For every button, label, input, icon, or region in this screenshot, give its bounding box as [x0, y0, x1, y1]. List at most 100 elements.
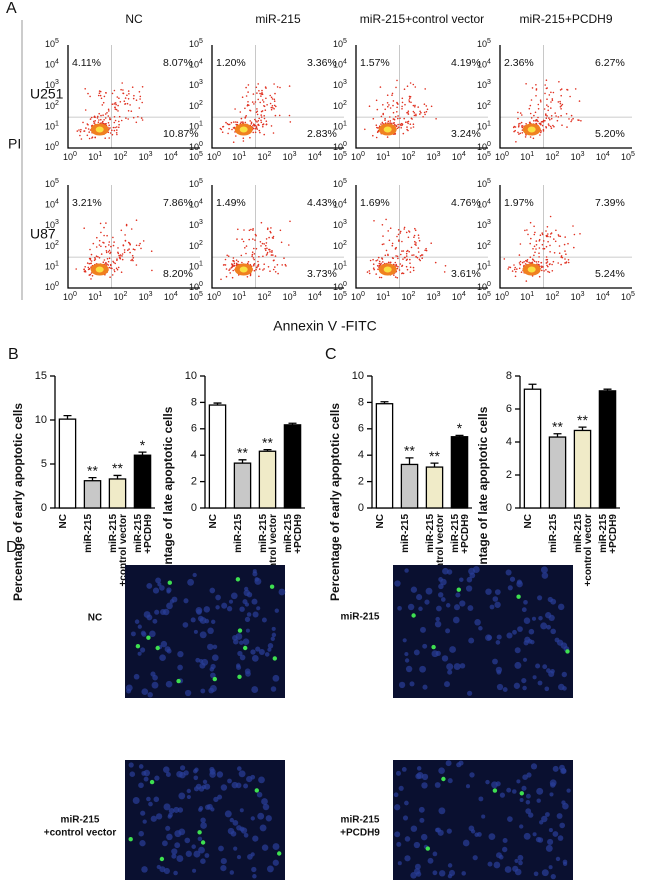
event-dot — [100, 245, 102, 248]
quadrant-percent: 7.39% — [595, 197, 625, 209]
nucleus — [492, 658, 498, 665]
event-dot — [118, 254, 120, 257]
event-dot — [278, 114, 281, 117]
micrograph — [393, 565, 573, 698]
tick-base: 10 — [376, 292, 386, 302]
nucleus — [512, 865, 519, 872]
event-dot — [519, 243, 522, 245]
density-core — [95, 266, 104, 273]
tick-base: 10 — [495, 152, 505, 162]
y-tick-label: 104 — [45, 198, 59, 210]
event-dot — [265, 244, 267, 247]
nucleus — [270, 686, 277, 692]
event-dot — [537, 103, 540, 106]
event-dot — [393, 274, 395, 276]
tick-exponent: 2 — [555, 151, 559, 158]
event-dot — [378, 264, 381, 267]
nucleus — [544, 812, 550, 817]
event-dot — [114, 119, 117, 122]
event-dot — [222, 264, 225, 266]
event-dot — [542, 130, 545, 132]
event-dot — [244, 107, 246, 110]
event-dot — [541, 233, 544, 236]
nucleus — [266, 865, 274, 873]
y-tick-label: 102 — [333, 100, 347, 112]
event-dot — [538, 252, 540, 254]
event-dot — [553, 238, 555, 240]
event-dot — [108, 124, 110, 127]
event-dot — [533, 233, 536, 236]
event-dot — [100, 118, 102, 121]
event-dot — [407, 236, 410, 239]
event-dot — [274, 266, 276, 268]
event-dot — [549, 215, 552, 218]
event-dot — [413, 112, 416, 114]
event-dot — [273, 98, 276, 101]
event-dot — [415, 255, 417, 258]
tunel-positive — [519, 791, 524, 796]
event-dot — [109, 118, 111, 121]
nucleus — [204, 783, 211, 790]
tick-base: 10 — [189, 221, 199, 231]
event-dot — [542, 121, 545, 123]
tick-exponent: 4 — [343, 58, 347, 65]
event-dot — [225, 275, 228, 278]
nucleus — [547, 838, 554, 845]
y-tick-label: 101 — [189, 120, 203, 132]
event-dot — [261, 242, 264, 245]
x-tick-label: 103 — [571, 151, 585, 163]
event-dot — [232, 127, 235, 129]
event-dot — [112, 260, 114, 263]
event-dot — [378, 262, 381, 265]
nucleus — [466, 576, 473, 583]
x-tick-label: miR-215 — [283, 514, 294, 553]
error-bar — [528, 383, 537, 390]
event-dot — [80, 128, 82, 131]
event-dot — [517, 123, 520, 125]
nucleus — [398, 785, 404, 791]
event-dot — [107, 108, 110, 111]
event-dot — [412, 123, 415, 125]
event-dot — [97, 94, 100, 97]
tick-base: 10 — [477, 292, 487, 302]
event-dot — [227, 132, 229, 135]
event-dot — [262, 101, 265, 103]
event-dot — [368, 105, 371, 107]
nucleus — [501, 846, 508, 853]
event-dot — [396, 106, 398, 109]
tick-exponent: 0 — [55, 281, 59, 288]
tunel-positive — [135, 644, 141, 649]
event-dot — [529, 242, 531, 245]
event-dot — [246, 262, 249, 265]
event-dot — [258, 117, 261, 120]
tick-exponent: 4 — [487, 58, 491, 65]
event-dot — [535, 84, 537, 86]
tick-base: 10 — [189, 179, 199, 189]
tick-base: 10 — [45, 81, 55, 91]
tick-base: 10 — [477, 221, 487, 231]
y-tick-label: 102 — [45, 240, 59, 252]
event-dot — [399, 117, 401, 120]
column-header: NC — [125, 12, 143, 26]
event-dot — [537, 108, 540, 110]
tick-exponent: 3 — [149, 151, 153, 158]
event-dot — [529, 104, 532, 107]
row-label: U87 — [30, 226, 56, 242]
nucleus — [143, 776, 149, 782]
event-dot — [265, 242, 268, 244]
tick-base: 10 — [477, 262, 487, 272]
nucleus — [476, 831, 482, 837]
tick-exponent: 4 — [174, 291, 178, 298]
event-dot — [109, 251, 112, 254]
event-dot — [245, 95, 248, 97]
y-tick-label: 8 — [191, 396, 197, 408]
event-dot — [86, 134, 89, 137]
event-dot — [408, 250, 411, 253]
nucleus — [232, 635, 238, 641]
event-dot — [547, 123, 550, 125]
tick-exponent: 5 — [199, 178, 203, 185]
event-dot — [78, 129, 80, 131]
event-dot — [88, 268, 90, 270]
event-dot — [231, 276, 234, 279]
event-dot — [247, 91, 249, 93]
